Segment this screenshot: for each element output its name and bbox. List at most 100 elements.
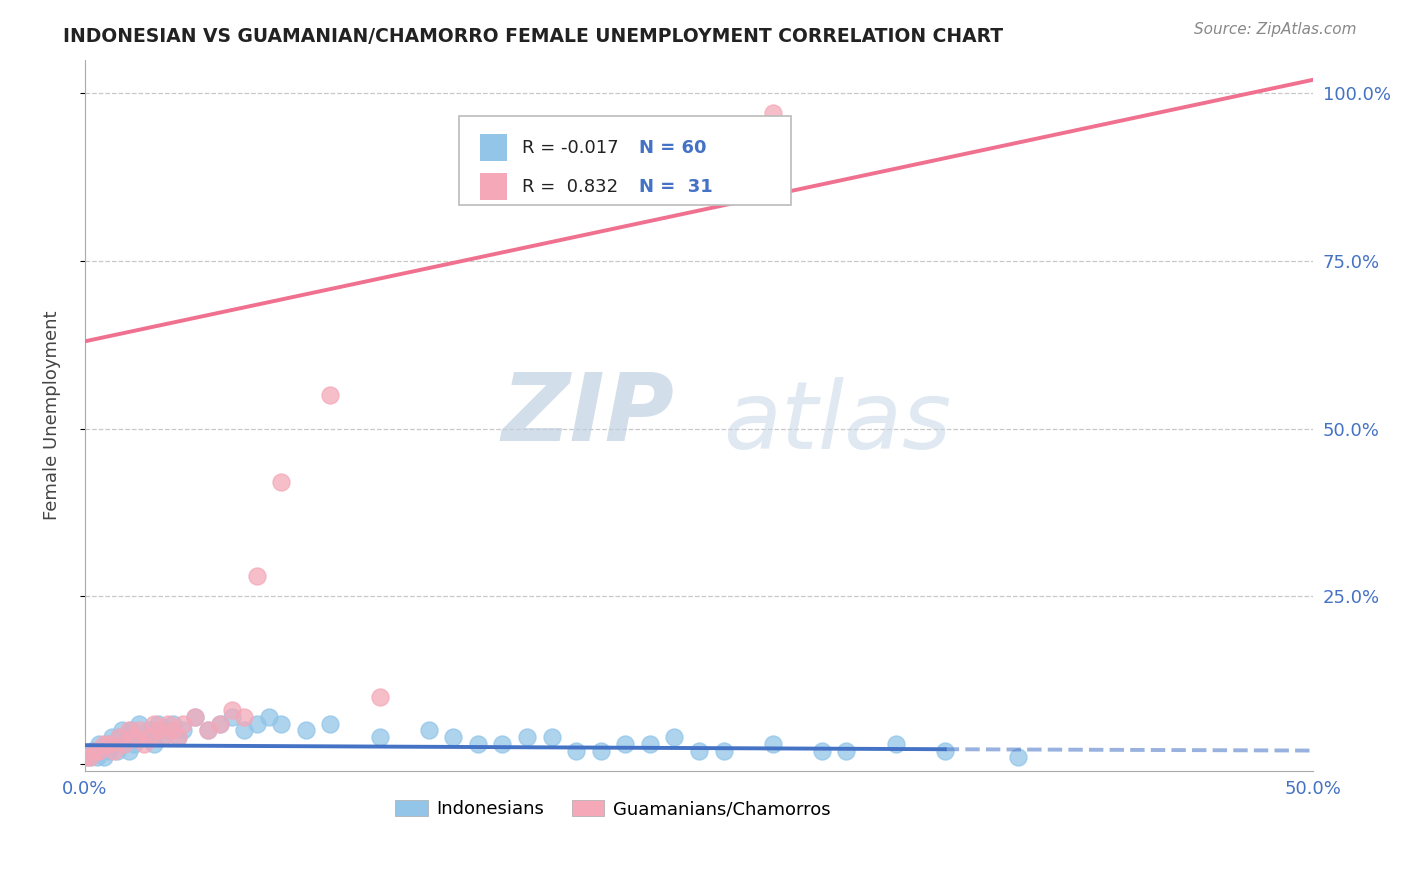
Point: [197, 723, 219, 738]
Point: [89, 737, 111, 751]
Point: [540, 730, 562, 744]
Point: [257, 710, 280, 724]
Point: [89, 743, 111, 757]
Point: [233, 710, 256, 724]
Point: [884, 737, 907, 751]
Point: [762, 106, 785, 120]
Point: [172, 716, 194, 731]
Point: [441, 730, 464, 744]
Point: [713, 743, 735, 757]
Point: [152, 730, 174, 744]
Point: [122, 730, 145, 744]
Point: [132, 730, 155, 744]
Point: [221, 703, 243, 717]
Point: [118, 723, 141, 738]
Point: [319, 388, 342, 402]
Point: [208, 716, 231, 731]
Point: [835, 743, 858, 757]
Point: [197, 723, 219, 738]
Text: R = -0.017: R = -0.017: [522, 139, 619, 157]
Point: [172, 723, 194, 738]
Point: [73, 750, 96, 764]
Point: [148, 716, 170, 731]
Point: [79, 750, 101, 764]
Point: [811, 743, 834, 757]
Point: [157, 716, 180, 731]
Legend: Indonesians, Guamanians/Chamorros: Indonesians, Guamanians/Chamorros: [388, 793, 838, 826]
Point: [614, 737, 637, 751]
Point: [93, 750, 115, 764]
FancyBboxPatch shape: [460, 117, 792, 205]
Point: [162, 716, 184, 731]
Point: [142, 737, 165, 751]
Text: ZIP: ZIP: [502, 369, 675, 461]
Point: [762, 737, 785, 751]
Point: [184, 710, 207, 724]
Point: [664, 730, 686, 744]
Point: [638, 737, 661, 751]
Point: [138, 730, 160, 744]
Text: N = 60: N = 60: [638, 139, 706, 157]
Point: [516, 730, 538, 744]
Point: [98, 737, 121, 751]
Point: [688, 743, 710, 757]
Point: [157, 723, 180, 738]
Point: [1007, 750, 1029, 764]
Point: [319, 716, 342, 731]
Point: [167, 730, 190, 744]
Point: [112, 737, 135, 751]
Point: [93, 737, 115, 751]
FancyBboxPatch shape: [481, 173, 508, 201]
Point: [98, 743, 121, 757]
Point: [118, 743, 141, 757]
Point: [589, 743, 612, 757]
FancyBboxPatch shape: [481, 135, 508, 161]
Text: N =  31: N = 31: [638, 178, 713, 196]
Text: atlas: atlas: [724, 376, 952, 467]
Point: [108, 730, 131, 744]
Point: [467, 737, 489, 751]
Point: [110, 723, 132, 738]
Text: R =  0.832: R = 0.832: [522, 178, 619, 196]
Point: [270, 475, 292, 490]
Point: [105, 743, 128, 757]
Text: Source: ZipAtlas.com: Source: ZipAtlas.com: [1194, 22, 1357, 37]
Point: [221, 710, 243, 724]
Point: [368, 690, 391, 704]
Point: [103, 743, 125, 757]
Point: [112, 737, 135, 751]
Point: [246, 716, 269, 731]
Point: [132, 737, 155, 751]
Point: [270, 716, 292, 731]
Point: [100, 730, 122, 744]
Point: [86, 750, 108, 764]
Point: [295, 723, 318, 738]
Point: [108, 730, 131, 744]
Point: [184, 710, 207, 724]
Point: [128, 716, 150, 731]
Point: [128, 723, 150, 738]
Point: [103, 737, 125, 751]
Point: [934, 743, 956, 757]
Point: [73, 750, 96, 764]
Point: [418, 723, 440, 738]
Y-axis label: Female Unemployment: Female Unemployment: [44, 310, 60, 520]
Point: [90, 743, 112, 757]
Point: [162, 723, 184, 738]
Point: [138, 723, 160, 738]
Point: [79, 750, 101, 764]
Point: [83, 743, 105, 757]
Point: [122, 737, 145, 751]
Point: [368, 730, 391, 744]
Point: [246, 569, 269, 583]
Point: [233, 723, 256, 738]
Point: [148, 723, 170, 738]
Point: [120, 723, 142, 738]
Point: [565, 743, 588, 757]
Point: [96, 737, 118, 751]
Point: [491, 737, 513, 751]
Point: [208, 716, 231, 731]
Text: INDONESIAN VS GUAMANIAN/CHAMORRO FEMALE UNEMPLOYMENT CORRELATION CHART: INDONESIAN VS GUAMANIAN/CHAMORRO FEMALE …: [63, 27, 1004, 45]
Point: [82, 743, 104, 757]
Point: [115, 730, 138, 744]
